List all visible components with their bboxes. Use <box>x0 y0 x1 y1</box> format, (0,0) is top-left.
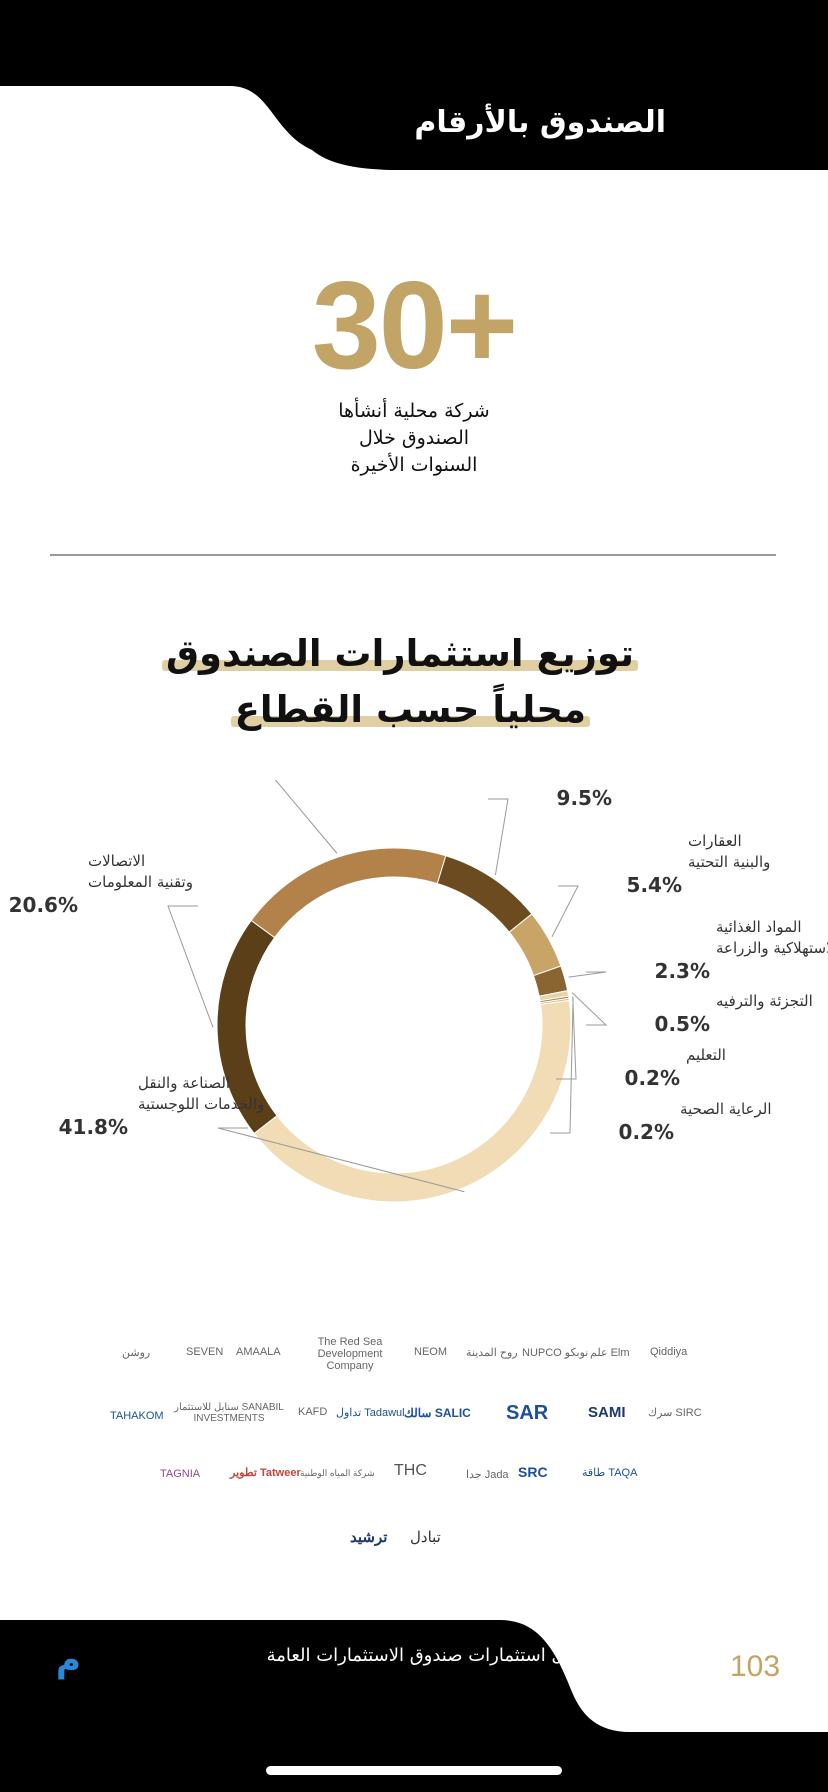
logo-tarsheed: ترشيد <box>350 1529 388 1546</box>
header-band <box>0 0 828 170</box>
leader-line <box>551 885 579 938</box>
slice-value-label: 41.8% <box>59 1115 128 1139</box>
home-indicator[interactable] <box>266 1766 562 1775</box>
donut-slice <box>436 855 533 933</box>
slice-label: الصناعة والنقل <box>138 1074 230 1092</box>
title-highlight <box>161 660 638 671</box>
slice-label: وتقنية المعلومات <box>88 873 193 891</box>
sector-donut-chart: الطاقة 9.5% العقارات والبنية التحتية 5.4% الم… <box>9 780 828 1203</box>
slice-value-label: 19.7% <box>109 780 178 782</box>
portfolio-logos: Qiddiya علم Elm NUPCO نوبكو روح المدينة … <box>110 1318 718 1568</box>
logo-tatweer: تطوير Tatweer <box>230 1467 301 1479</box>
section-title-line-1: توزيع استثمارات الصندوق <box>161 632 638 675</box>
stat-description-line: شركة محلية أنشأها <box>338 400 490 422</box>
leader-line <box>488 798 509 876</box>
logo-neom: NEOM <box>414 1346 447 1358</box>
leader-line <box>568 971 607 978</box>
slice-value-label: 20.6% <box>9 893 78 917</box>
slice-value-label: 5.4% <box>627 873 682 897</box>
logo-elm: علم Elm <box>590 1347 630 1359</box>
footer-band <box>0 1620 828 1792</box>
logo-sar: SAR <box>506 1402 549 1424</box>
logo-national-water: شركة المياه الوطنية <box>300 1468 375 1478</box>
logo-amaala: AMAALA <box>236 1346 281 1358</box>
header-title: الصندوق بالأرقام <box>414 105 666 140</box>
stat-description-line: السنوات الأخيرة <box>350 454 478 476</box>
logo-salic: سالك SALIC <box>404 1406 471 1420</box>
title-highlight <box>230 716 590 727</box>
slice-label: التجزئة والترفيه <box>716 992 813 1010</box>
slice-value-label: 0.5% <box>655 1012 710 1036</box>
logo-roshn: روشن <box>122 1347 151 1359</box>
logo-nupco: NUPCO نوبكو <box>522 1347 589 1359</box>
leader-line <box>274 780 338 854</box>
section-divider <box>50 554 776 556</box>
donut-slice <box>253 999 572 1203</box>
logo-src: SRC <box>518 1464 548 1480</box>
logo-taqa: طاقة TAQA <box>582 1467 638 1479</box>
slice-label: العقارات <box>688 832 742 850</box>
footer-publication-title: دليل استثمارات صندوق الاستثمارات العامة <box>266 1645 584 1666</box>
logo-sirc: سرك SIRC <box>648 1407 702 1419</box>
slice-value-label: 9.5% <box>557 786 612 810</box>
leader-line <box>167 905 214 1028</box>
slice-label: والبنية التحتية <box>688 853 770 871</box>
logo-red-sea: The Red Sea Development Company <box>317 1336 383 1372</box>
slice-label: والخدمات اللوجستية <box>138 1095 264 1113</box>
leader-line <box>550 998 574 1134</box>
stat-description-line: الصندوق خلال <box>358 427 470 449</box>
logo-sanabil: سنابل للاستثمار SANABIL INVESTMENTS <box>174 1402 284 1424</box>
logo-thc: THC <box>394 1462 427 1479</box>
logo-tabadul: تبادل <box>410 1529 441 1546</box>
slice-value-label: 2.3% <box>655 959 710 983</box>
brand-logo-icon: م <box>56 1640 81 1680</box>
donut-slice <box>250 847 447 939</box>
slice-label: المواد الغذائية <box>716 918 802 936</box>
leader-line <box>217 1127 465 1193</box>
slice-label: الطاقة <box>618 780 659 784</box>
logo-kafd: KAFD <box>298 1406 328 1418</box>
logo-tagnia: TAGNIA <box>160 1468 201 1480</box>
slice-label: والاستهلاكية والزراعة <box>716 939 828 957</box>
logo-sami: SAMI <box>588 1404 626 1421</box>
leader-line <box>556 996 577 1080</box>
section-title-text: توزيع استثمارات الصندوق <box>165 632 634 675</box>
logo-tadawul: تداول Tadawul <box>336 1407 405 1419</box>
stat-value: 30+ <box>311 257 518 395</box>
logo-qiddiya: Qiddiya <box>650 1346 688 1358</box>
slice-value-label: 0.2% <box>619 1120 674 1144</box>
logo-tahakom: TAHAKOM <box>110 1410 164 1422</box>
slice-label: الاتصالات <box>88 852 145 870</box>
logo-rua-almadinah: روح المدينة <box>466 1347 518 1359</box>
slice-label: الرعاية الصحية <box>680 1100 772 1118</box>
section-title-text: محلياً حسب القطاع <box>234 688 586 731</box>
logo-seven: SEVEN <box>186 1346 224 1358</box>
stat-description: شركة محلية أنشأها الصندوق خلال السنوات ا… <box>264 398 564 479</box>
page-number: 103 <box>730 1650 781 1683</box>
slice-value-label: 0.2% <box>625 1066 680 1090</box>
leader-line <box>571 992 608 1026</box>
section-title-line-2: محلياً حسب القطاع <box>230 688 590 731</box>
logo-jada: جدا Jada <box>466 1469 509 1481</box>
slice-label: التعليم <box>686 1046 726 1064</box>
